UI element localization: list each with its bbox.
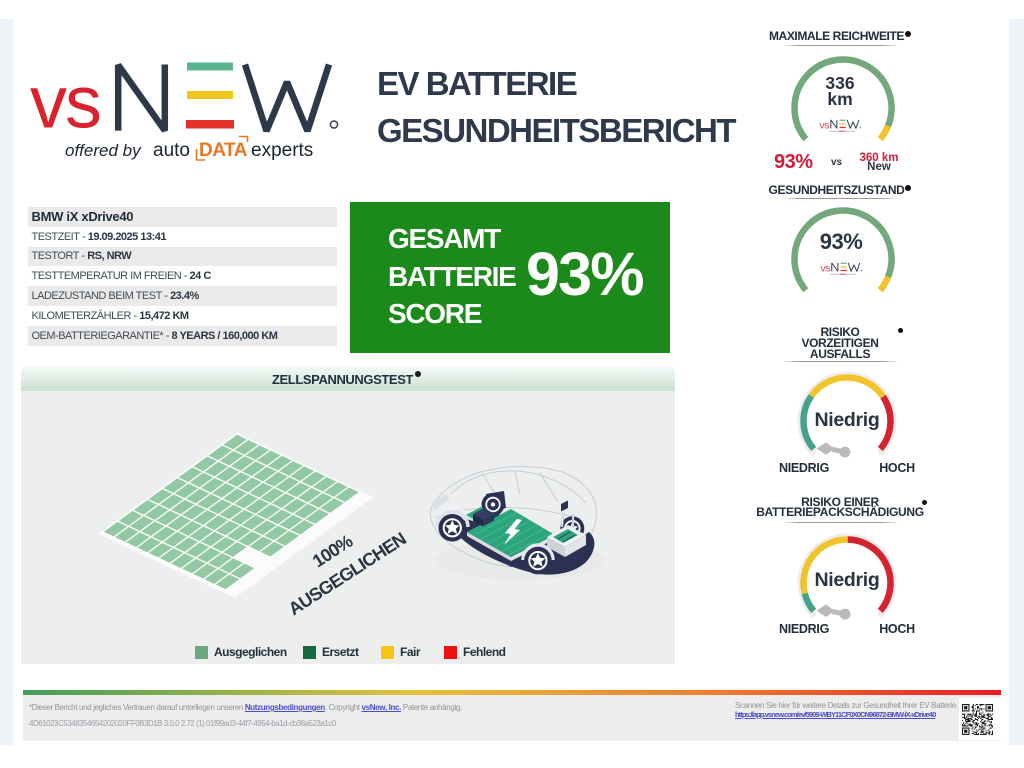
svg-text:experts: experts [251, 140, 313, 161]
svg-text:offered by: offered by [65, 141, 142, 160]
svg-text:vs: vs [30, 61, 100, 144]
svg-text:vs: vs [820, 263, 830, 275]
svg-text:auto: auto [153, 140, 190, 161]
svg-text:vs: vs [819, 120, 829, 132]
svg-text:DATA: DATA [199, 140, 248, 161]
